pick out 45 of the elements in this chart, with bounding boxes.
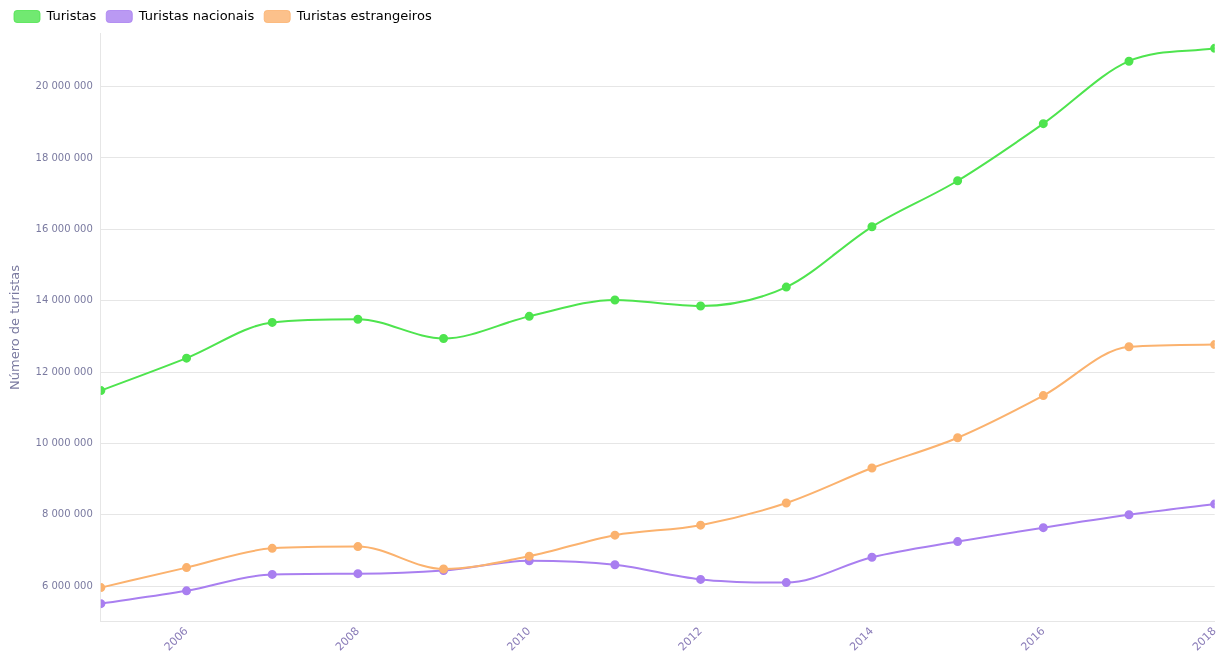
y-tick-label: 6 000 000 [41, 579, 93, 591]
point [781, 578, 791, 588]
y-tick-label: 14 000 000 [35, 294, 93, 306]
point [524, 311, 534, 321]
point [696, 301, 706, 311]
y-tick-label: 10 000 000 [35, 437, 93, 449]
point [267, 543, 277, 553]
point [953, 537, 963, 547]
point [182, 353, 192, 363]
y-tick-label: 20 000 000 [35, 80, 93, 92]
point [953, 433, 963, 443]
point [610, 530, 620, 540]
point [267, 569, 277, 579]
point [867, 463, 877, 473]
point [267, 317, 277, 327]
point [1038, 523, 1048, 533]
point [610, 560, 620, 570]
point [1124, 342, 1134, 352]
y-tick-label: 16 000 000 [35, 222, 93, 234]
y-tick-label: 18 000 000 [35, 151, 93, 163]
point [953, 176, 963, 186]
point [781, 498, 791, 508]
legend-label: Turistas estrangeiros [295, 7, 432, 23]
y-tick-label: 8 000 000 [41, 508, 93, 520]
legend-label: Turistas nacionais [137, 7, 255, 23]
point [439, 334, 449, 343]
point [696, 520, 706, 530]
point [182, 586, 192, 596]
point [353, 542, 363, 552]
point [610, 295, 620, 305]
point [867, 222, 877, 232]
point [1124, 56, 1134, 66]
y-tick-label: 12 000 000 [35, 365, 93, 377]
point [353, 314, 363, 324]
point [1038, 391, 1048, 401]
y-axis-title: Número de turistas [7, 264, 23, 390]
point [524, 551, 534, 561]
point [867, 552, 877, 562]
point [1124, 510, 1134, 520]
point [696, 574, 706, 584]
point [781, 282, 791, 292]
point [1038, 119, 1048, 129]
legend-label: Turistas [45, 7, 97, 23]
point [353, 569, 363, 579]
point [182, 563, 192, 573]
